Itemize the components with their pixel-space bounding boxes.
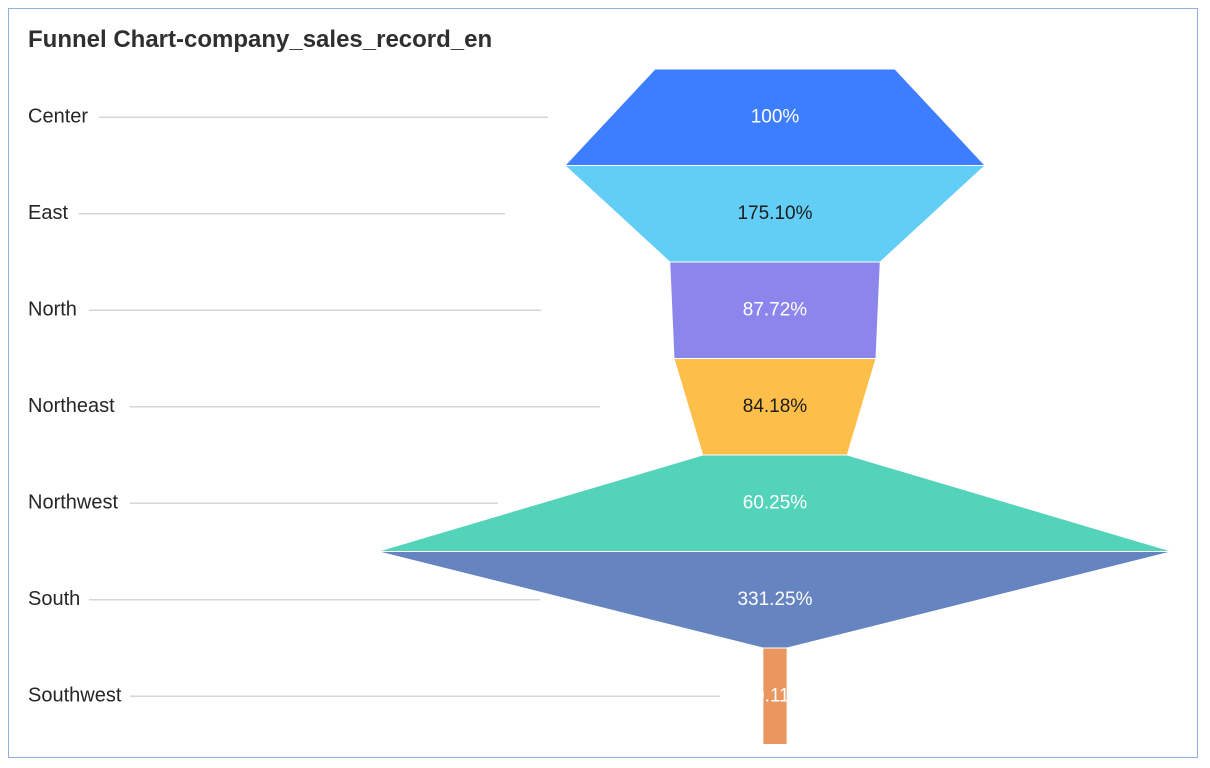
value-label-center: 100%: [751, 106, 800, 127]
value-label-northeast: 84.18%: [743, 396, 808, 417]
category-label-center: Center: [28, 106, 88, 128]
value-label-east: 175.10%: [737, 203, 812, 224]
category-label-east: East: [28, 202, 68, 224]
category-label-southwest: Southwest: [28, 685, 122, 707]
funnel-segment-southwest[interactable]: [762, 647, 788, 745]
value-label-south: 331.25%: [737, 589, 812, 610]
category-label-northwest: Northwest: [28, 492, 118, 514]
category-label-northeast: Northeast: [28, 395, 115, 417]
value-label-northwest: 60.25%: [743, 492, 808, 513]
value-label-southwest: 10.11%: [743, 685, 806, 706]
chart-title: Funnel Chart-company_sales_record_en: [28, 26, 493, 53]
value-label-north: 87.72%: [743, 299, 808, 320]
category-label-north: North: [28, 299, 77, 321]
category-label-south: South: [28, 588, 80, 610]
